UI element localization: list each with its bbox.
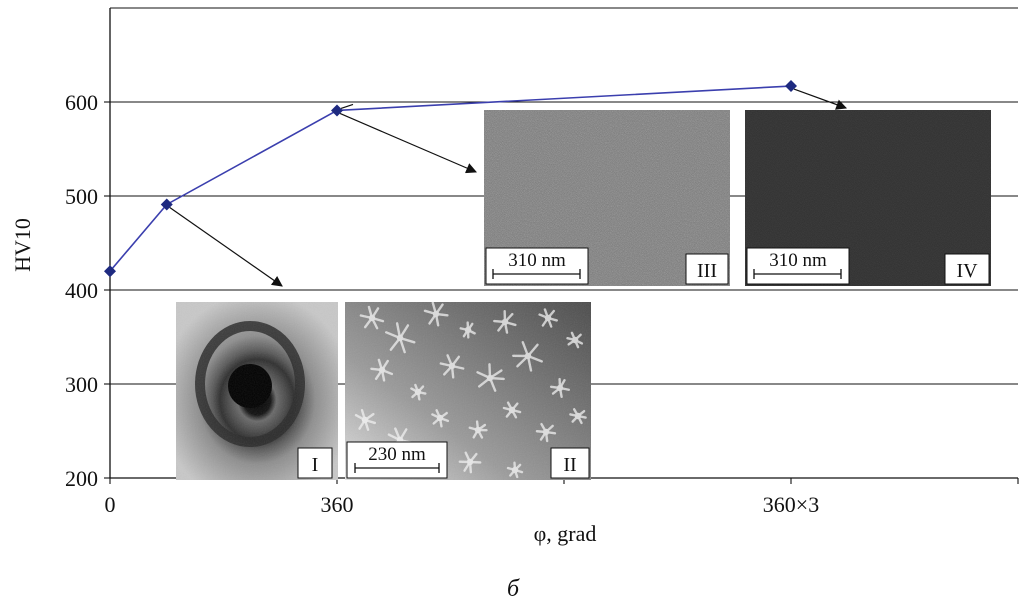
y-tick-label: 500 xyxy=(65,184,98,209)
inset-iv-scale: 310 nm xyxy=(769,250,827,271)
pointer-arrow xyxy=(339,112,477,174)
inset-iv-label: IV xyxy=(956,260,978,282)
pointer-arrow xyxy=(169,206,283,287)
y-tick-label: 200 xyxy=(65,466,98,491)
x-axis-title: φ, grad xyxy=(534,521,597,546)
inset-ii: 230 nm II xyxy=(345,301,591,480)
inset-iv: 310 nm IV xyxy=(745,110,991,286)
y-tick-labels: 200 300 400 500 600 xyxy=(65,90,98,491)
pointer-arrows xyxy=(169,88,848,287)
y-axis-title: HV10 xyxy=(10,218,35,272)
inset-i: I xyxy=(176,302,338,480)
data-point xyxy=(785,80,797,93)
inset-ii-scale: 230 nm xyxy=(368,444,426,465)
series-hv10 xyxy=(104,80,797,278)
data-point xyxy=(331,104,343,117)
inset-iii-scale: 310 nm xyxy=(508,250,566,271)
data-point xyxy=(160,198,173,211)
series-line xyxy=(109,85,792,272)
y-tick-label: 400 xyxy=(65,278,98,303)
panel-caption: б xyxy=(507,576,520,602)
x-tick-label: 360 xyxy=(321,492,354,517)
inset-ii-label: II xyxy=(563,454,576,476)
y-tick-label: 300 xyxy=(65,372,98,397)
inset-iii: 310 nm III xyxy=(484,110,730,286)
data-point xyxy=(104,265,116,278)
pointer-arrow-stub xyxy=(340,103,354,110)
x-tick-label: 0 xyxy=(105,492,116,517)
pointer-arrow xyxy=(793,88,848,110)
x-tick-labels: 0 360 360×3 xyxy=(105,492,820,517)
inset-i-label: I xyxy=(312,454,319,476)
x-tick-label: 360×3 xyxy=(763,492,819,517)
inset-iii-label: III xyxy=(697,260,717,282)
y-tick-label: 600 xyxy=(65,90,98,115)
